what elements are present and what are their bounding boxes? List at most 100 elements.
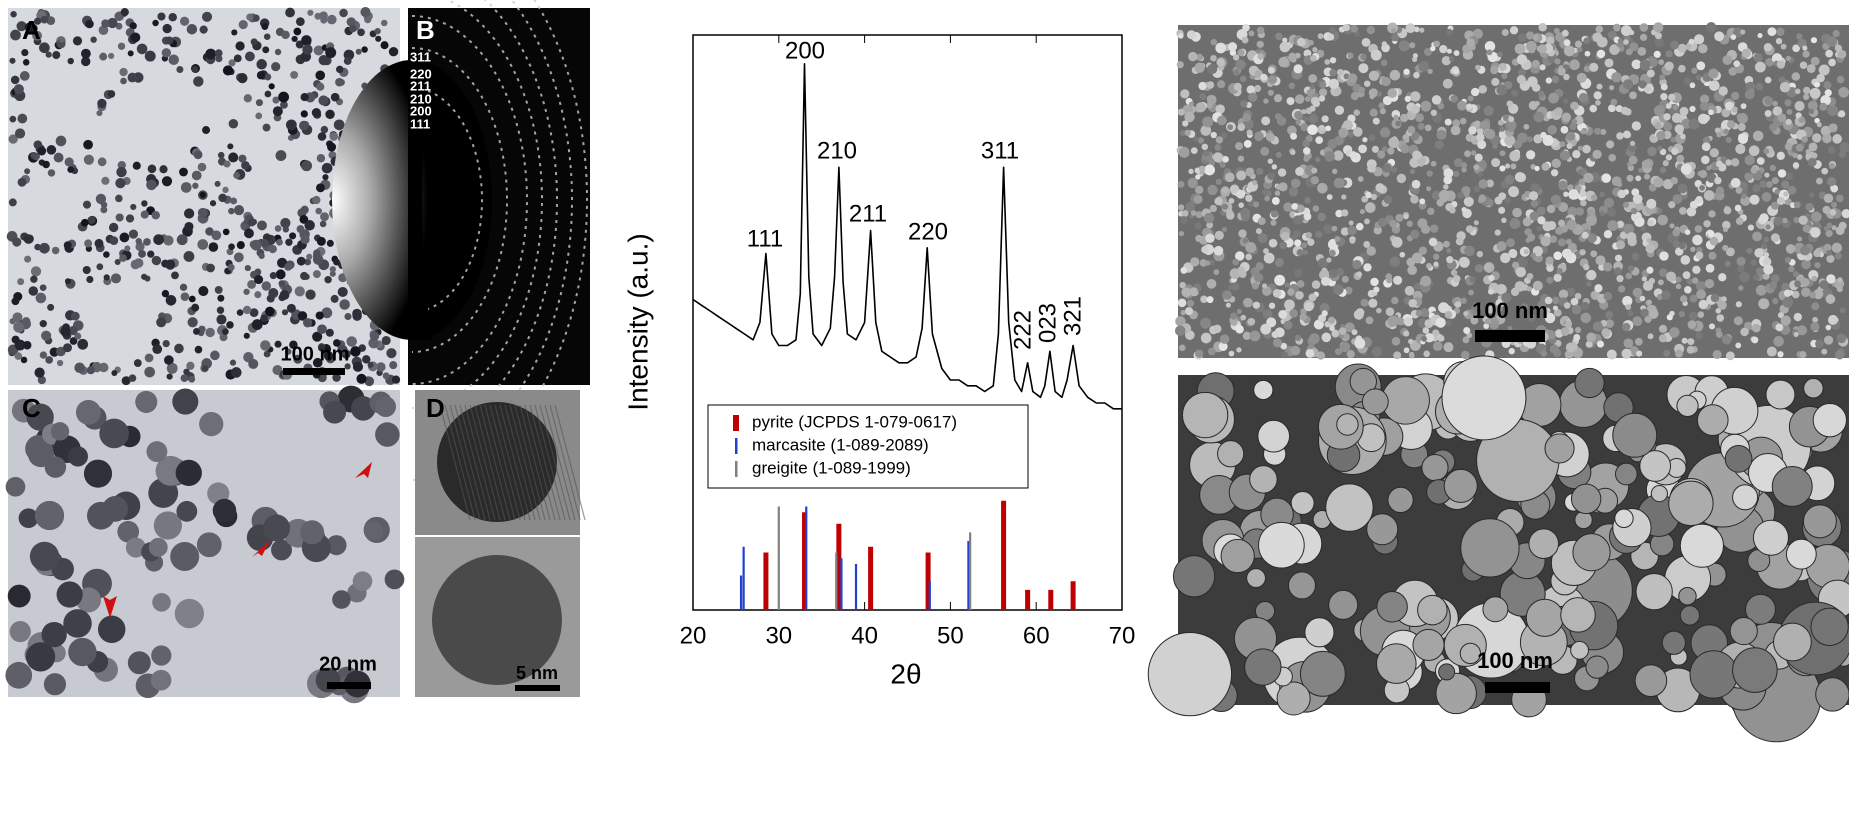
grain <box>1785 257 1791 263</box>
particle <box>186 362 194 370</box>
grain <box>1373 287 1379 293</box>
grain <box>1356 223 1364 231</box>
grain <box>1836 195 1844 203</box>
grain <box>1803 225 1811 233</box>
particle <box>307 10 313 16</box>
particle <box>326 329 334 337</box>
grain <box>1538 23 1547 32</box>
grain <box>1368 299 1377 308</box>
nanocrystal <box>332 590 351 609</box>
particle <box>215 286 223 294</box>
grain <box>1571 484 1600 513</box>
particle <box>317 324 327 334</box>
grain <box>1703 115 1710 122</box>
particle <box>42 161 50 169</box>
grain <box>1194 195 1203 204</box>
grain <box>1196 102 1206 112</box>
grain <box>1435 140 1444 149</box>
grain <box>1695 251 1703 259</box>
grain <box>1782 297 1793 308</box>
grain <box>1579 93 1588 102</box>
grain <box>1584 66 1590 72</box>
x-tick-label: 50 <box>937 622 964 649</box>
grain <box>1335 106 1344 115</box>
grain <box>1727 120 1735 128</box>
grain <box>1193 136 1198 141</box>
grain <box>1427 208 1434 215</box>
grain <box>1640 34 1647 41</box>
nanocrystal <box>10 621 31 642</box>
grain <box>1237 123 1245 131</box>
ring-label: 111 <box>410 116 430 131</box>
grain <box>1360 54 1366 60</box>
grain <box>1670 223 1675 228</box>
particle <box>223 65 233 75</box>
grain <box>1736 217 1744 225</box>
grain <box>1608 104 1616 112</box>
nanocrystal <box>68 638 96 666</box>
grain <box>1811 302 1819 310</box>
particle <box>330 266 336 272</box>
grain <box>1731 34 1737 40</box>
grain <box>1199 93 1206 100</box>
grain <box>1527 136 1533 142</box>
particle <box>14 352 22 360</box>
grain <box>1356 271 1362 277</box>
grain <box>1795 89 1801 95</box>
grain <box>1632 121 1641 130</box>
grain <box>1740 30 1745 35</box>
particle <box>12 336 20 344</box>
grain <box>1178 204 1184 210</box>
grain <box>1243 238 1248 243</box>
grain <box>1636 574 1672 610</box>
grain <box>1698 44 1708 54</box>
grain <box>1466 103 1472 109</box>
grain <box>1412 151 1421 160</box>
grain <box>1657 215 1668 226</box>
grain <box>1632 59 1642 69</box>
grain <box>1541 163 1549 171</box>
grain <box>1363 263 1371 271</box>
grain <box>1594 91 1602 99</box>
particle <box>31 266 41 276</box>
particle <box>210 200 216 206</box>
grain <box>1308 74 1317 83</box>
grain <box>1730 617 1757 644</box>
grain <box>1463 311 1468 316</box>
scale-label: 100 nm <box>281 343 350 365</box>
grain <box>1545 434 1574 463</box>
particle <box>18 178 27 187</box>
grain <box>1586 270 1596 280</box>
grain <box>1304 213 1312 221</box>
grain <box>1777 60 1785 68</box>
grain <box>1816 74 1824 82</box>
grain <box>1571 298 1579 306</box>
grain <box>1582 232 1589 239</box>
particle <box>141 210 149 218</box>
grain <box>1621 25 1632 36</box>
grain <box>1439 664 1455 680</box>
grain <box>1359 87 1365 93</box>
particle <box>234 205 244 215</box>
grain <box>1202 116 1213 127</box>
grain <box>1302 140 1309 147</box>
grain <box>1558 238 1566 246</box>
grain <box>1461 167 1466 172</box>
grain <box>1798 117 1805 124</box>
grain <box>1692 277 1699 284</box>
particle <box>34 368 44 378</box>
grain <box>1321 333 1331 343</box>
grain <box>1786 56 1791 61</box>
grain <box>1700 102 1709 111</box>
grain <box>1829 163 1835 169</box>
grain <box>1391 28 1396 33</box>
grain <box>1571 641 1589 659</box>
reference-line <box>778 507 780 611</box>
grain <box>1543 135 1554 146</box>
grain <box>1427 69 1432 74</box>
grain <box>1708 210 1715 217</box>
nanocrystal <box>300 520 324 544</box>
grain <box>1179 345 1186 352</box>
grain <box>1477 140 1486 149</box>
particle <box>301 235 310 244</box>
